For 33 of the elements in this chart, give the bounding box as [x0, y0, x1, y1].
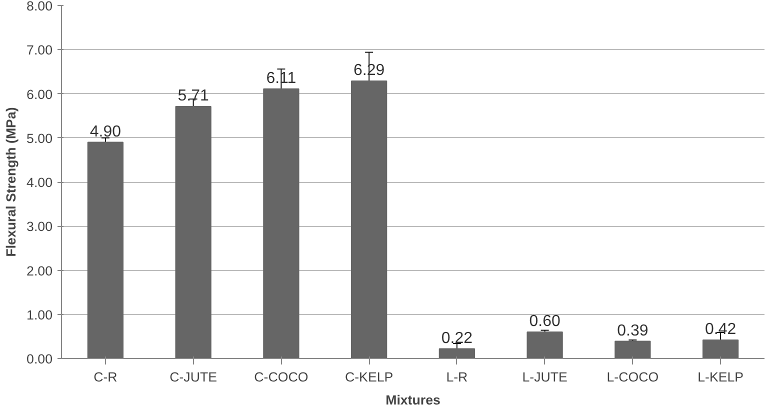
data-label: 4.90 — [90, 123, 122, 140]
bar — [614, 340, 651, 358]
bar — [263, 88, 300, 358]
x-axis-title: Mixtures — [386, 392, 440, 408]
y-tick-label: 0.00 — [26, 352, 53, 366]
y-tick-label: 8.00 — [26, 0, 53, 14]
data-label: 0.39 — [617, 322, 648, 340]
y-axis-title: Flexural Strength (MPa) — [4, 107, 19, 257]
x-tick-label: C-KELP — [344, 370, 394, 384]
y-tick-label: 7.00 — [26, 42, 53, 58]
y-tick-label: 6.00 — [26, 86, 53, 102]
x-tick-label: L-R — [446, 370, 468, 384]
x-tick-label: L-JUTE — [522, 370, 568, 384]
bar — [526, 332, 563, 358]
data-label: 0.22 — [441, 330, 473, 347]
bar — [350, 80, 388, 358]
y-tick-label: 4.00 — [26, 175, 53, 190]
x-tick-label: C-COCO — [254, 370, 308, 384]
x-tick-label: C-R — [94, 370, 118, 384]
y-tick-label: 3.00 — [26, 219, 53, 234]
bar — [87, 142, 124, 358]
data-label: 0.42 — [704, 320, 736, 338]
y-tick-label: 1.00 — [26, 307, 53, 322]
data-label: 0.60 — [529, 313, 560, 330]
data-label: 5.71 — [178, 88, 209, 105]
bar — [702, 339, 739, 358]
x-tick-label: L-KELP — [698, 370, 744, 384]
bar — [438, 348, 476, 358]
x-tick-label: L-COCO — [606, 370, 659, 384]
bar — [175, 106, 212, 358]
y-tick-label: 5.00 — [26, 130, 53, 146]
x-tick-label: C-JUTE — [170, 370, 218, 384]
y-tick-label: 2.00 — [26, 263, 53, 278]
